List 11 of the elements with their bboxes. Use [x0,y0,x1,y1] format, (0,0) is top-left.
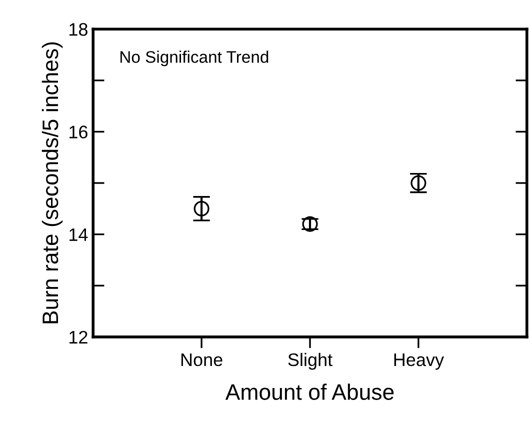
y-tick-label: 12 [70,330,88,344]
x-tick-label: Heavy [394,354,444,370]
y-tick-label: 14 [70,228,88,241]
y-axis-title: Burn rate (seconds/5 inches) [42,42,63,324]
point [194,200,210,216]
x-tick-label: None [181,354,222,366]
x-tick-label: Slight [288,352,332,370]
annotation: No Significant Trend [120,50,268,66]
x-axis-title: Amount of Abuse [225,384,394,400]
y-tick-label: 16 [70,126,88,138]
y-tick-label: 18 [70,23,88,36]
